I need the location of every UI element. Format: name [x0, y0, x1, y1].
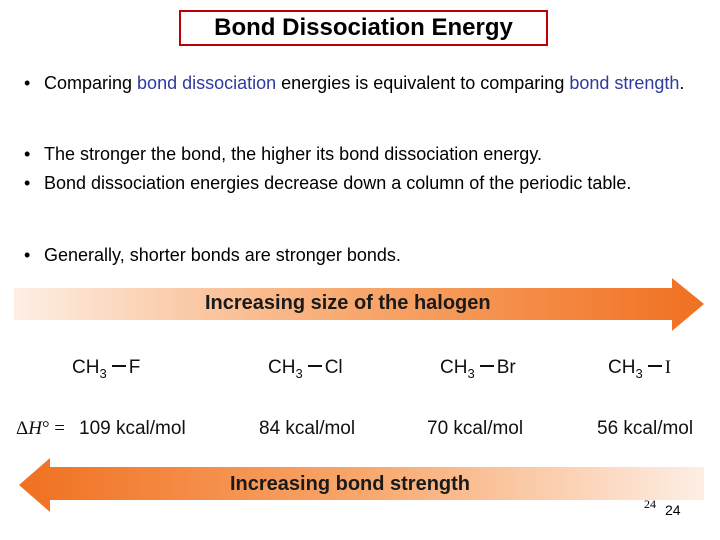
bullet-text-part: energies is equivalent to comparing — [276, 73, 570, 93]
bond-line — [647, 365, 662, 367]
molecule-subscript: 3 — [635, 366, 643, 381]
molecule-ch3f: CH 3 F — [72, 357, 141, 381]
bullet-text: Comparing bond dissociation energies is … — [44, 72, 689, 94]
bullet-text: The stronger the bond, the higher its bo… — [44, 144, 542, 164]
molecule-atom: F — [128, 357, 141, 378]
molecule-base: CH — [268, 357, 296, 378]
molecule-atom: Br — [496, 357, 516, 378]
molecule-ch3cl: CH 3 Cl — [268, 357, 343, 381]
molecule-ch3i: CH 3 I — [608, 357, 672, 381]
highlight-term: bond dissociation — [137, 73, 277, 93]
molecule-subscript: 3 — [99, 366, 107, 381]
molecule-base: CH — [440, 357, 468, 378]
energy-value: 109 kcal/mol — [79, 418, 186, 439]
bond-line — [479, 365, 494, 367]
bond-line — [111, 365, 126, 367]
energy-value: 70 kcal/mol — [427, 418, 524, 439]
molecule-subscript: 3 — [295, 366, 303, 381]
bullet-dot: • — [24, 245, 31, 265]
highlight-term: bond strength — [569, 73, 680, 93]
arrow-top-label: Increasing size of the halogen — [205, 292, 491, 314]
page-number-small: 24 — [644, 497, 656, 511]
bullet-text-part: . — [679, 73, 685, 93]
enthalpy-label: ΔH° = — [16, 418, 66, 439]
molecule-base: CH — [72, 357, 100, 378]
arrow-left-icon — [19, 458, 704, 512]
bullet-dot: • — [24, 173, 31, 193]
bullet-dot: • — [24, 144, 31, 164]
arrow-bottom-label: Increasing bond strength — [230, 473, 471, 495]
arrow-right-icon — [14, 278, 704, 331]
molecule-subscript: 3 — [467, 366, 475, 381]
molecule-ch3br: CH 3 Br — [440, 357, 516, 381]
bullet-text: Generally, shorter bonds are stronger bo… — [44, 245, 401, 265]
page-number: 24 — [665, 502, 681, 518]
bullet-dot: • — [24, 73, 31, 93]
energy-value: 56 kcal/mol — [597, 418, 694, 439]
bond-line — [307, 365, 322, 367]
molecule-atom: Cl — [324, 357, 343, 378]
slide-title: Bond Dissociation Energy — [179, 10, 548, 46]
molecule-atom: I — [664, 357, 672, 378]
molecule-base: CH — [608, 357, 636, 378]
energy-value: 84 kcal/mol — [259, 418, 356, 439]
bullet-text-part: Comparing — [44, 73, 138, 93]
bullet-text: Bond dissociation energies decrease down… — [44, 173, 632, 193]
